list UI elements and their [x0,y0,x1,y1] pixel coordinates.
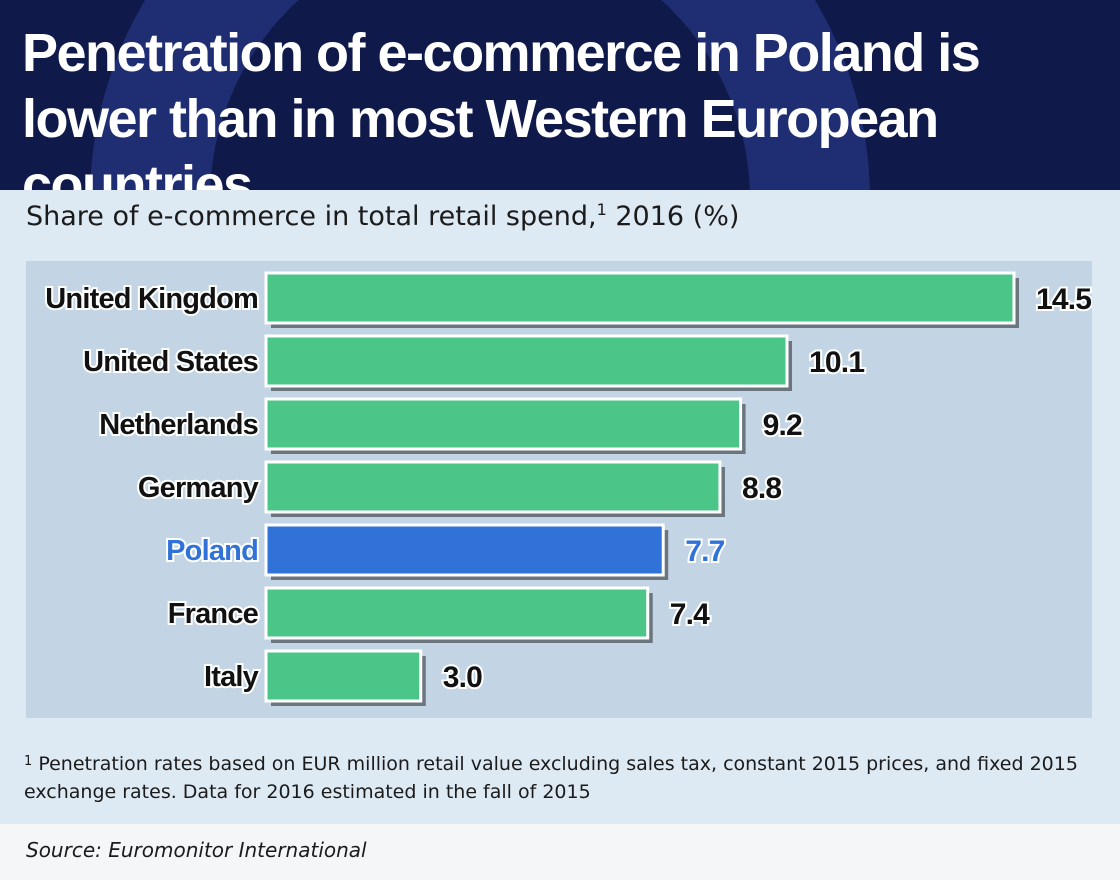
value-label-germany: 8.8 [742,472,781,505]
value-label-italy: 3.0 [443,661,482,694]
category-label-united-kingdom: United Kingdom [45,283,258,315]
bar-poland [264,523,665,577]
category-label-united-states: United States [83,346,258,378]
subtitle-footnote-mark: 1 [596,200,607,219]
bar-italy [264,649,423,703]
value-label-netherlands: 9.2 [763,409,802,442]
chart-subtitle: Share of e-commerce in total retail spen… [26,200,739,232]
footnote-text: Penetration rates based on EUR million r… [24,753,1078,803]
bar-united-kingdom [264,271,1016,325]
bar-chart: United Kingdom 14.5 United States 10.1 Nethe… [43,271,1092,706]
bar-united-states [264,334,789,388]
source-text: Source: Euromonitor International [26,838,367,862]
header-banner: Penetration of e-commerce in Poland is l… [0,0,1120,190]
plot-panel: United Kingdom 14.5 United States 10.1 Nethe… [26,261,1092,718]
category-label-italy: Italy [204,661,259,693]
category-label-germany: Germany [138,472,259,504]
subtitle-suffix: 2016 (%) [606,201,740,232]
footnote: 1 Penetration rates based on EUR million… [24,750,1114,806]
category-label-netherlands: Netherlands [99,409,258,441]
bar-germany [264,460,722,514]
footnote-mark: 1 [24,754,33,769]
value-label-poland: 7.7 [685,535,724,568]
value-label-united-states: 10.1 [809,346,864,379]
value-label-united-kingdom: 14.5 [1036,283,1091,316]
category-label-france: France [168,598,259,630]
bar-netherlands [264,397,743,451]
chart-title: Penetration of e-commerce in Poland is l… [22,23,981,190]
value-label-france: 7.4 [670,598,710,631]
category-label-poland: Poland [166,535,258,567]
subtitle-text: Share of e-commerce in total retail spen… [26,201,597,232]
bar-france [264,586,650,640]
source-bar: Source: Euromonitor International [0,824,1120,880]
